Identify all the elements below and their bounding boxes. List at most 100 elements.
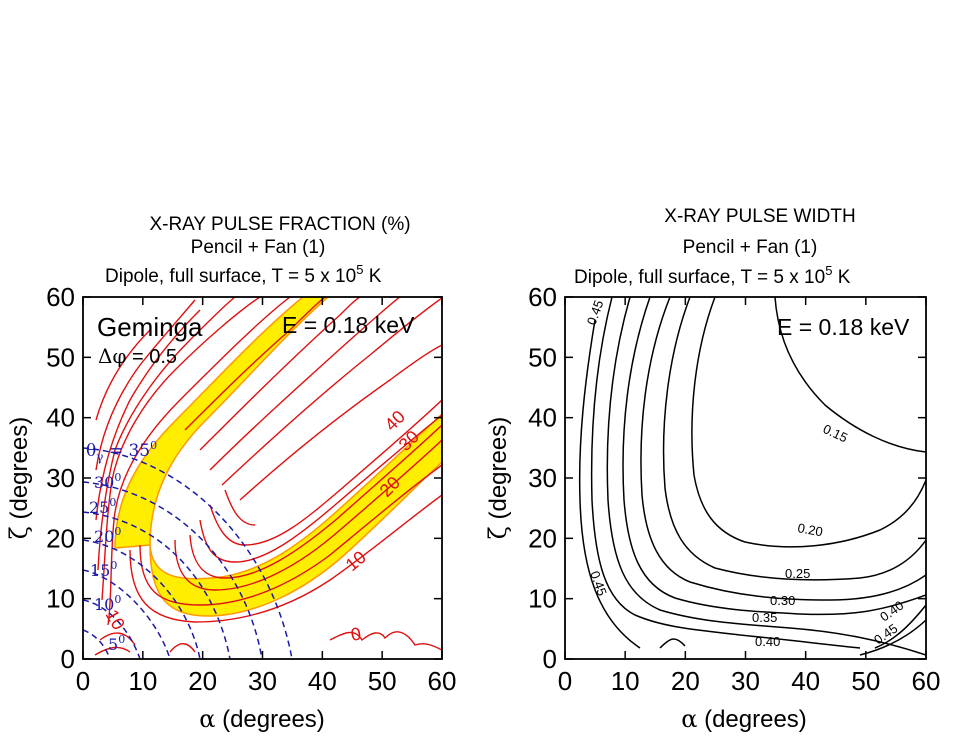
pw-label-045-top: 0.45 — [584, 298, 607, 327]
left-title-line1: X-RAY PULSE FRACTION (%) — [149, 214, 410, 235]
left-ytick-label: 30 — [46, 463, 75, 493]
left-chart: X-RAY PULSE FRACTION (%) Pencil + Fan (1… — [5, 214, 456, 733]
right-ytick-label: 60 — [528, 282, 557, 312]
pw-label-035: 0.35 — [752, 610, 777, 625]
right-ytick-label: 30 — [528, 463, 557, 493]
pw-label-015: 0.15 — [821, 421, 850, 445]
right-tick-labels: 0 10 20 30 40 50 60 0 10 20 30 40 50 60 — [528, 282, 940, 696]
pf-contour — [101, 297, 261, 601]
pw-contour-labels: 0.45 0.15 0.20 0.25 0.30 0.35 0.40 0.45 … — [584, 298, 907, 649]
pw-label-040: 0.40 — [755, 634, 780, 649]
right-energy-label: E = 0.18 keV — [777, 314, 910, 340]
left-title-line3: Dipole, full surface, T = 5 x 105 K — [105, 262, 382, 287]
theta-gamma-30 — [83, 481, 263, 659]
pf-contour — [209, 297, 401, 471]
pf-contour — [209, 399, 442, 546]
pf-contour — [189, 424, 442, 579]
theta-gamma-35 — [83, 447, 293, 659]
right-ytick-label: 20 — [528, 523, 557, 553]
left-title-line2: Pencil + Fan (1) — [191, 237, 326, 258]
right-xtick-label: 0 — [558, 666, 572, 696]
pw-contour — [659, 638, 686, 649]
right-ytick-label: 0 — [543, 644, 557, 674]
left-ticks — [82, 296, 443, 660]
left-ytick-label: 0 — [61, 644, 75, 674]
right-title-line3: Dipole, full surface, T = 5 x 105 K — [574, 263, 851, 288]
right-xtick-label: 40 — [791, 666, 820, 696]
right-chart: X-RAY PULSE WIDTH Pencil + Fan (1) Dipol… — [484, 206, 940, 733]
pf-contour — [224, 489, 256, 526]
right-ytick-label: 10 — [528, 584, 557, 614]
right-ytick-label: 50 — [528, 342, 557, 372]
pf-contour — [199, 297, 361, 451]
right-xtick-label: 10 — [611, 666, 640, 696]
pulse-width-contours — [578, 297, 926, 656]
left-ytick-label: 20 — [46, 523, 75, 553]
left-xtick-label: 60 — [428, 666, 457, 696]
right-title-line1: X-RAY PULSE WIDTH — [664, 206, 855, 227]
pw-contour — [590, 297, 861, 649]
pf-contour — [95, 309, 201, 521]
left-plot-content — [83, 297, 442, 659]
pf-contour — [329, 631, 442, 651]
right-xtick-label: 30 — [731, 666, 760, 696]
pw-label-020: 0.20 — [796, 520, 824, 539]
theta-label-25: 250 — [89, 496, 116, 517]
theta-gamma-5 — [83, 629, 111, 659]
pw-contour — [859, 619, 926, 656]
left-xtick-label: 0 — [76, 666, 90, 696]
right-ylabel: ζ (degrees) — [484, 417, 512, 539]
right-xtick-label: 60 — [912, 666, 941, 696]
left-xtick-label: 20 — [188, 666, 217, 696]
left-ylabel: ζ (degrees) — [5, 417, 33, 539]
left-ytick-label: 40 — [46, 403, 75, 433]
theta-gamma-contours — [83, 447, 293, 659]
pf-contour — [221, 297, 442, 486]
right-ytick-label: 40 — [528, 403, 557, 433]
theta-label-20: 200 — [94, 525, 121, 546]
pf-contour — [129, 494, 442, 623]
pf-contour — [94, 646, 131, 656]
pw-contour — [691, 297, 926, 548]
pw-contour — [662, 297, 926, 581]
pw-contour — [622, 297, 926, 616]
theta-label-35: θγ = 350 — [86, 439, 157, 464]
left-xtick-label: 10 — [128, 666, 157, 696]
theta-gamma-25 — [83, 511, 231, 659]
pf-contour — [95, 329, 151, 421]
theta-gamma-15 — [83, 569, 171, 659]
left-xlabel: α (degrees) — [199, 705, 325, 733]
left-xtick-label: 40 — [308, 666, 337, 696]
pf-label-0: 0 — [349, 624, 362, 645]
left-xtick-label: 30 — [248, 666, 277, 696]
object-label: Geminga — [97, 312, 203, 342]
pf-contour — [99, 632, 136, 646]
pw-label-040-right: 0.40 — [877, 598, 906, 625]
pf-contour — [174, 439, 442, 591]
theta-labels: θγ = 350 300 250 200 150 100 50 — [86, 439, 157, 654]
right-xlabel: α (degrees) — [681, 705, 807, 733]
pw-label-025: 0.25 — [785, 566, 810, 581]
theta-gamma-20 — [83, 539, 201, 659]
right-title-line2: Pencil + Fan (1) — [683, 237, 818, 258]
pw-contour — [640, 297, 926, 601]
left-ytick-label: 60 — [46, 282, 75, 312]
left-tick-labels: 0 10 20 30 40 50 60 0 10 20 30 40 50 60 — [46, 282, 456, 696]
pf-contour — [184, 297, 326, 431]
right-ticks — [564, 296, 927, 660]
pf-contour — [97, 297, 236, 571]
theta-label-15: 150 — [90, 559, 117, 580]
dphi-label: Δφ = 0.5 — [98, 344, 177, 368]
theta-label-10: 100 — [94, 593, 121, 614]
left-energy-label: E = 0.18 keV — [282, 312, 415, 338]
theta-label-30: 300 — [94, 471, 121, 492]
pw-contour — [774, 297, 926, 453]
left-ytick-label: 50 — [46, 342, 75, 372]
pf-contour — [239, 344, 442, 501]
pf-contour — [139, 464, 442, 606]
pw-contour — [606, 297, 926, 656]
left-ytick-label: 10 — [46, 584, 75, 614]
pf-contour — [107, 297, 291, 626]
right-xtick-label: 50 — [851, 666, 880, 696]
